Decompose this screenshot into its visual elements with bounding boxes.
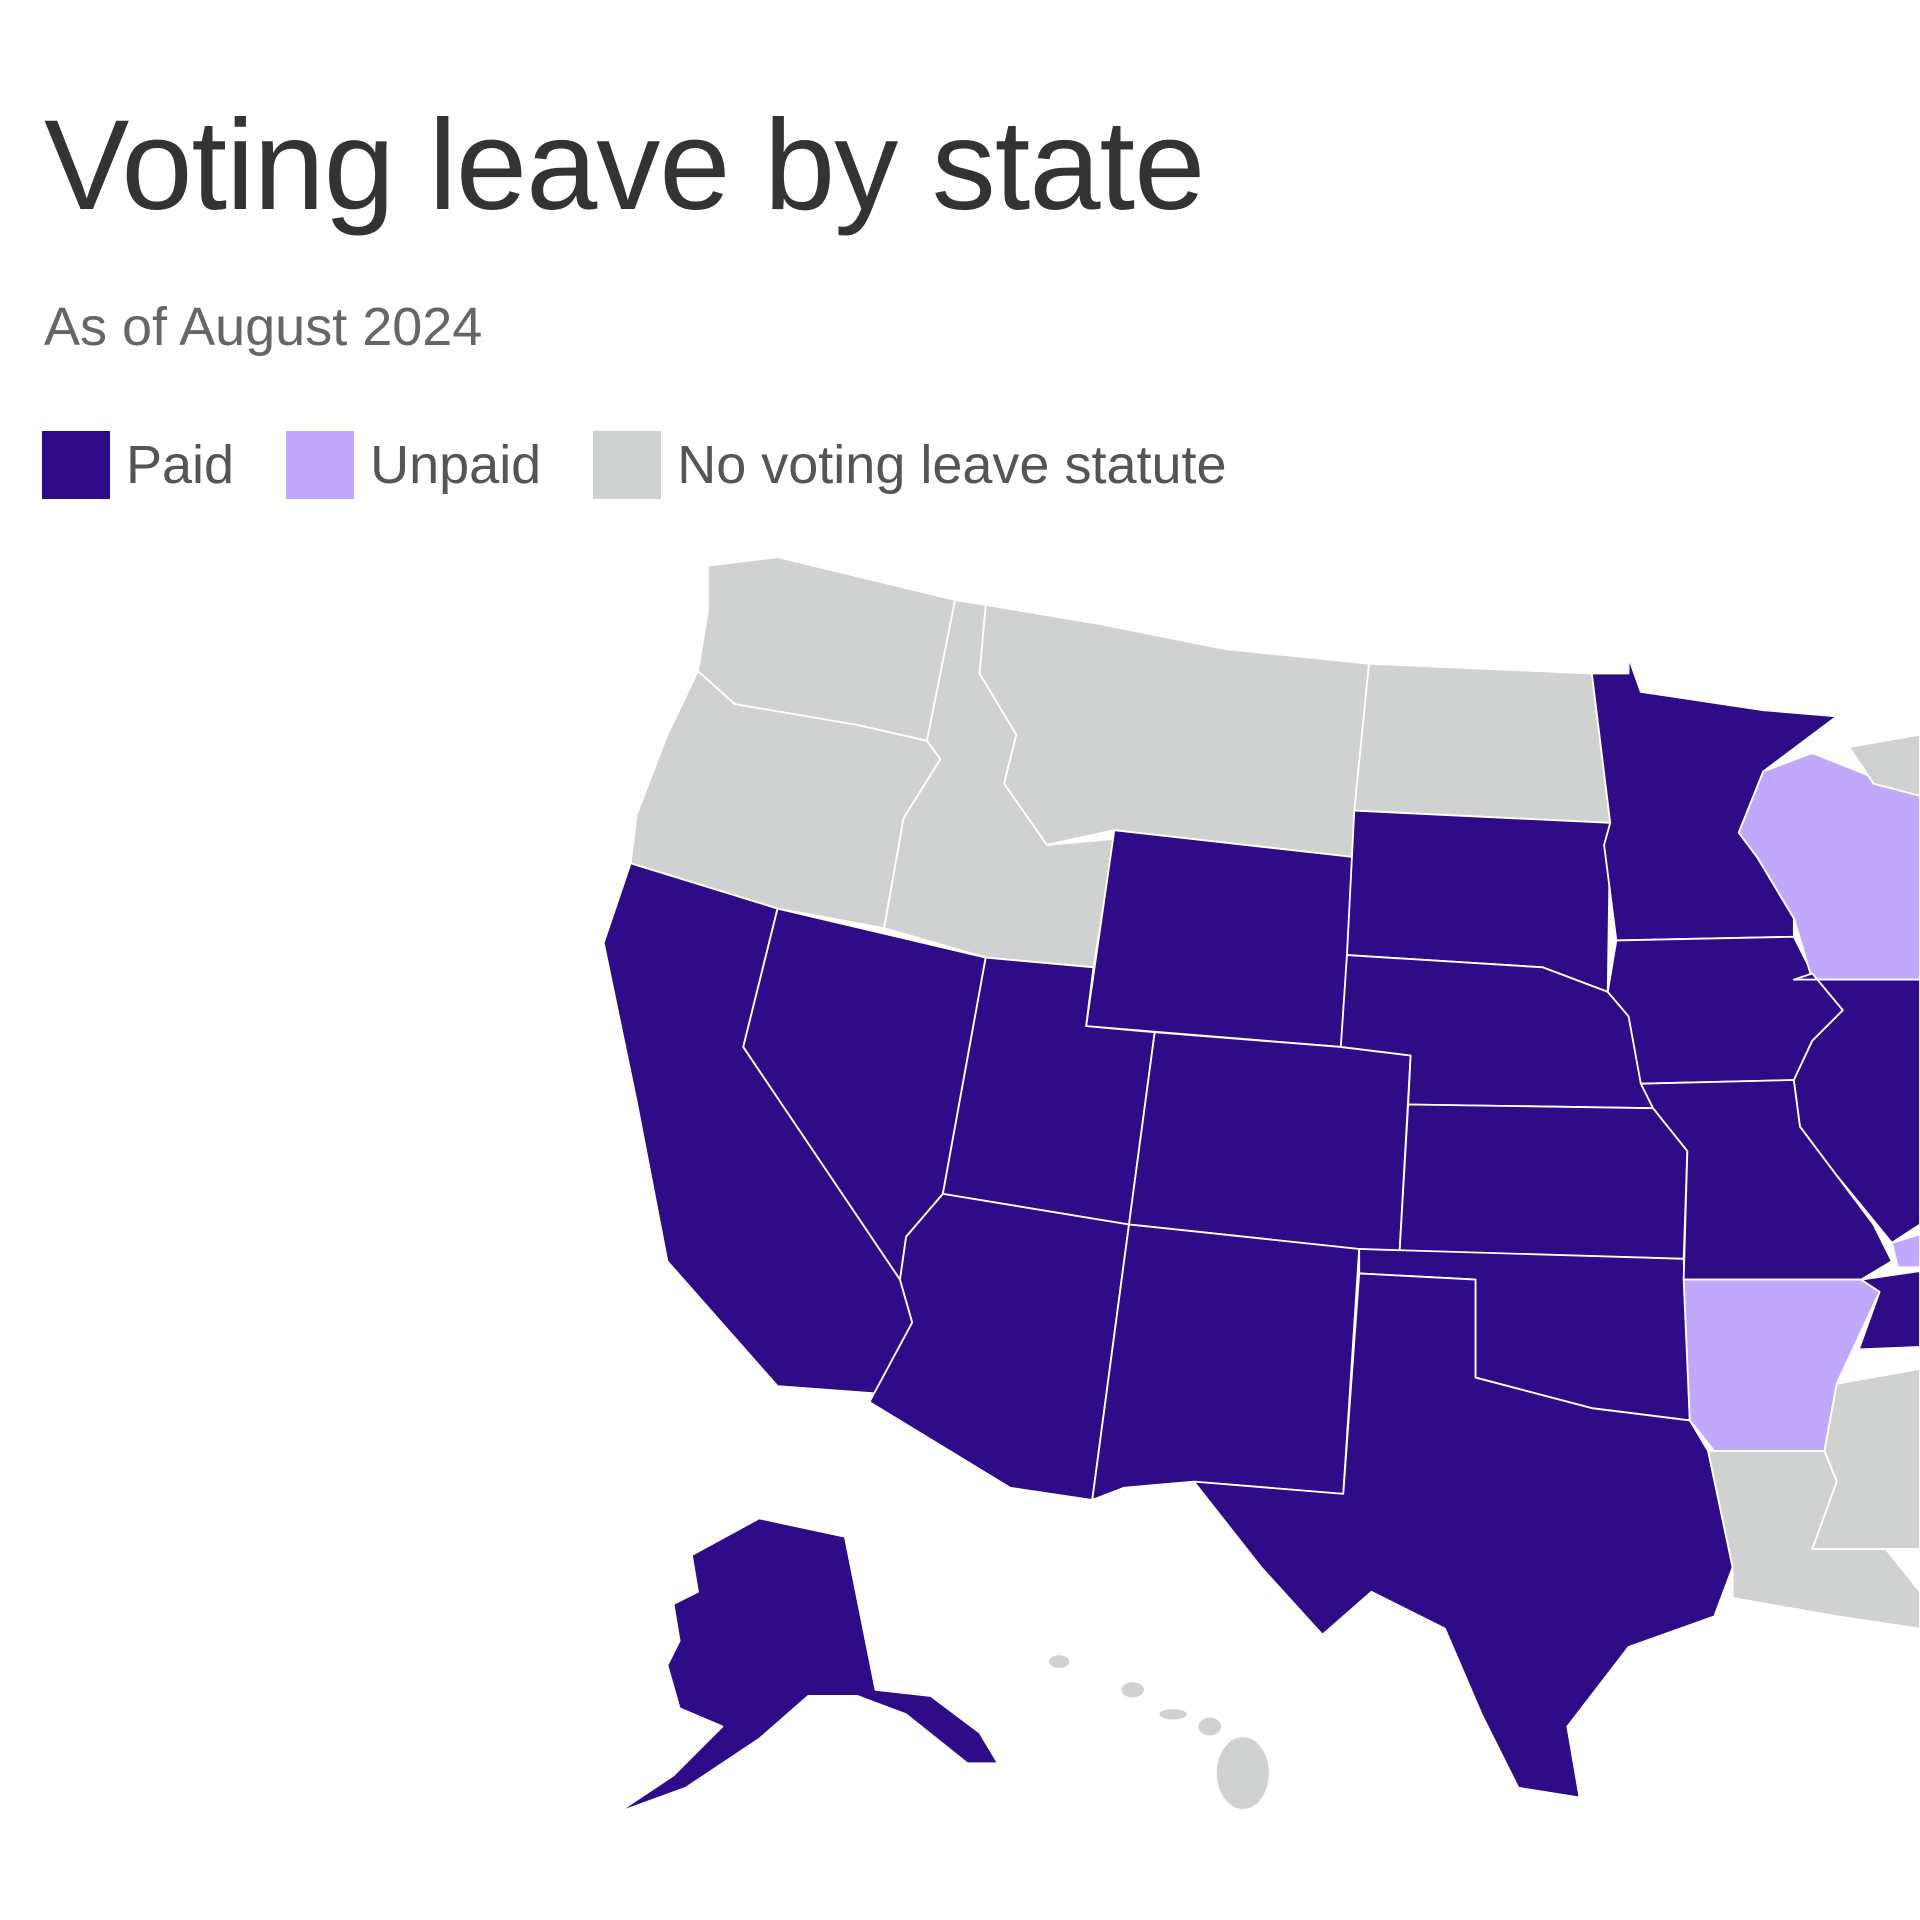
state-mi (1848, 733, 1920, 797)
state-az (868, 1192, 1130, 1501)
state-nd (1353, 662, 1612, 824)
island (1119, 1680, 1146, 1700)
chart-title: Voting leave by state (44, 94, 1205, 237)
island (1047, 1653, 1072, 1670)
island (1215, 1735, 1271, 1811)
legend-swatch-none (593, 431, 662, 499)
legend-label: No voting leave statute (677, 435, 1227, 495)
state-il (1792, 972, 1920, 1244)
state-tx (1192, 1272, 1734, 1799)
state-tn (1857, 1270, 1920, 1351)
state-mt (978, 603, 1370, 859)
state-wy (1085, 829, 1356, 1048)
state-co (1128, 1031, 1412, 1253)
state-ak (617, 1517, 999, 1814)
legend-swatch-paid (42, 431, 110, 499)
state-ks (1398, 1103, 1689, 1260)
state-nm (1091, 1223, 1361, 1501)
island (1196, 1715, 1223, 1738)
legend-item-paid: Paid (42, 431, 234, 499)
legend-item-unpaid: Unpaid (286, 431, 541, 499)
legend-swatch-unpaid (286, 431, 355, 499)
state-la (1707, 1450, 1920, 1630)
state-hi (1047, 1653, 1271, 1811)
island (1157, 1707, 1189, 1722)
legend: Paid Unpaid No voting leave statute (42, 431, 1279, 499)
legend-label: Unpaid (370, 435, 542, 495)
chart-subtitle: As of August 2024 (44, 297, 483, 357)
state-ky (1890, 1233, 1920, 1269)
legend-label: Paid (126, 435, 235, 495)
legend-item-none: No voting leave statute (593, 431, 1227, 499)
